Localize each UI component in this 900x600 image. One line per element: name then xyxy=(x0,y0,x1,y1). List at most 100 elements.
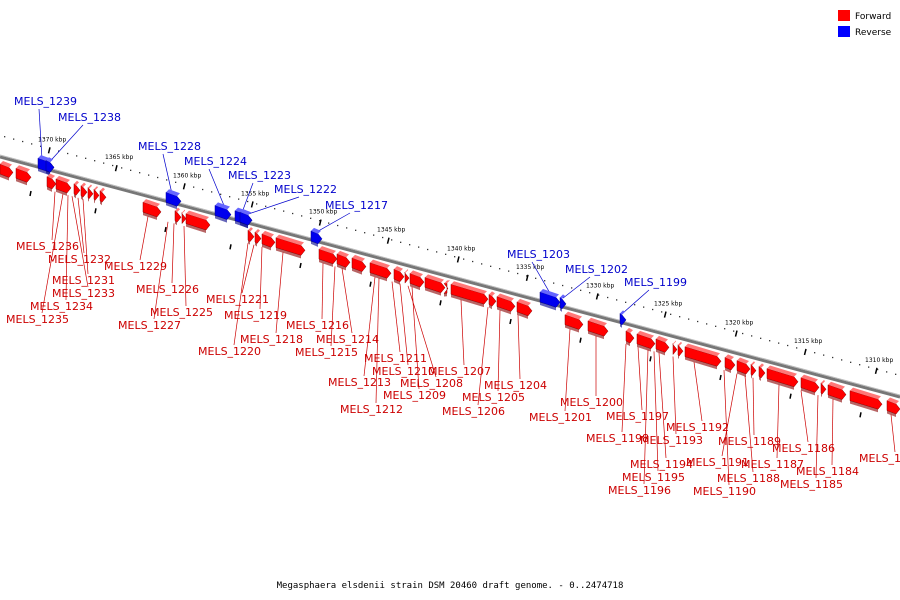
forward-gene-label: MELS_1196 xyxy=(608,484,671,497)
gene-body xyxy=(820,382,827,395)
gene-shadow xyxy=(725,367,731,373)
gene-shadow xyxy=(410,283,420,291)
gene-shadow xyxy=(0,174,9,181)
forward-gene-label: MELS_1209 xyxy=(383,389,446,402)
label-connector xyxy=(621,289,650,315)
forward-gene-label: MELS_1184 xyxy=(796,465,859,478)
gene-shadow xyxy=(540,302,556,311)
tick-mark xyxy=(386,237,390,244)
gene-body xyxy=(318,248,338,265)
label-connector xyxy=(564,328,571,412)
ruler-dot xyxy=(328,222,330,224)
ruler-dot xyxy=(454,256,456,258)
ruler-dot xyxy=(94,160,96,162)
ruler-dot xyxy=(886,371,888,373)
label-connector xyxy=(497,310,501,392)
label-connector xyxy=(815,395,819,479)
reverse-gene-label: MELS_1238 xyxy=(58,111,121,124)
gene-top xyxy=(405,269,408,274)
gene-top xyxy=(240,209,251,216)
gene-top xyxy=(186,210,209,220)
reverse-gene-label: MELS_1239 xyxy=(14,95,77,108)
gene-body xyxy=(247,229,255,243)
ruler-dot xyxy=(724,328,726,330)
gene-top xyxy=(425,274,444,283)
tick-label: 1330 kbp xyxy=(586,282,614,289)
ruler-dot xyxy=(679,316,681,318)
gene-shadow xyxy=(47,186,52,192)
ruler-dot xyxy=(418,246,420,248)
gene-shadow xyxy=(240,222,248,229)
label-connector xyxy=(241,244,255,294)
gene-shadow xyxy=(255,242,257,247)
ruler-dot xyxy=(436,251,438,253)
ruler-dot xyxy=(544,280,546,282)
ruler-dot xyxy=(706,323,708,325)
gene-shadow xyxy=(828,394,842,403)
gene-body xyxy=(800,377,820,393)
label-connector xyxy=(643,349,649,485)
forward-gene-label: MELS_1195 xyxy=(622,471,685,484)
minor-tick xyxy=(299,262,302,269)
legend-reverse-label: Reverse xyxy=(855,28,892,38)
gene-top xyxy=(94,186,98,191)
ruler-dot xyxy=(409,244,411,246)
tick-mark xyxy=(114,165,118,172)
tick-label: 1315 kbp xyxy=(794,338,822,345)
label-connector xyxy=(71,196,89,288)
tick-mark xyxy=(182,183,186,190)
ruler-dot xyxy=(535,277,537,279)
tick-mark xyxy=(595,293,599,300)
reverse-gene-label: MELS_1217 xyxy=(325,199,388,212)
ruler-dot xyxy=(814,352,816,354)
ruler-dot xyxy=(598,294,600,296)
gene-shadow xyxy=(887,410,896,417)
forward-gene-label: MELS_1216 xyxy=(286,319,349,332)
gene-top xyxy=(588,317,607,327)
gene-top xyxy=(255,229,260,234)
gene-top xyxy=(215,202,230,210)
tick-mark xyxy=(318,219,322,226)
gene-shadow xyxy=(262,243,271,251)
minor-tick xyxy=(719,374,722,381)
label-connector xyxy=(259,246,263,310)
gene-shadow xyxy=(56,188,67,196)
ruler-dot xyxy=(517,272,519,275)
ruler-dot xyxy=(769,340,771,342)
ruler-dot xyxy=(238,198,240,200)
gene-body xyxy=(677,344,684,357)
label-connector xyxy=(776,384,780,459)
gene-body xyxy=(174,210,182,223)
forward-gene-label: MELS_1227 xyxy=(118,319,181,332)
ruler-dot xyxy=(121,167,123,169)
ruler-dot xyxy=(841,359,843,361)
gene-top xyxy=(678,341,682,347)
tick-mark xyxy=(874,367,878,375)
gene-top xyxy=(319,246,336,254)
ruler-dot xyxy=(4,136,6,138)
label-connector xyxy=(531,261,552,296)
minor-tick xyxy=(369,281,372,287)
gene-top xyxy=(737,357,749,364)
gene-top xyxy=(497,293,514,302)
ruler-dot xyxy=(166,179,168,181)
reverse-gene-label: MELS_1224 xyxy=(184,155,247,168)
ruler-dot xyxy=(319,220,321,222)
forward-gene-label: MELS_1206 xyxy=(442,405,505,418)
label-connector xyxy=(183,226,187,307)
forward-gene-label: MELS_1211 xyxy=(364,352,427,365)
ruler-dot xyxy=(58,150,60,152)
tick-label: 1360 kbp xyxy=(173,172,201,179)
legend: Forward Reverse xyxy=(838,10,892,38)
ruler-dot xyxy=(445,253,447,255)
ruler-dot xyxy=(382,236,384,239)
forward-gene-label: MELS_1226 xyxy=(136,283,199,296)
ruler-dot xyxy=(643,306,645,308)
gene-top xyxy=(540,289,559,298)
ruler-dot xyxy=(760,337,762,339)
gene-top xyxy=(759,363,764,368)
gene-shadow xyxy=(337,263,346,271)
gene-body xyxy=(758,365,766,379)
gene-top xyxy=(620,310,625,315)
ruler-dot xyxy=(211,191,213,193)
